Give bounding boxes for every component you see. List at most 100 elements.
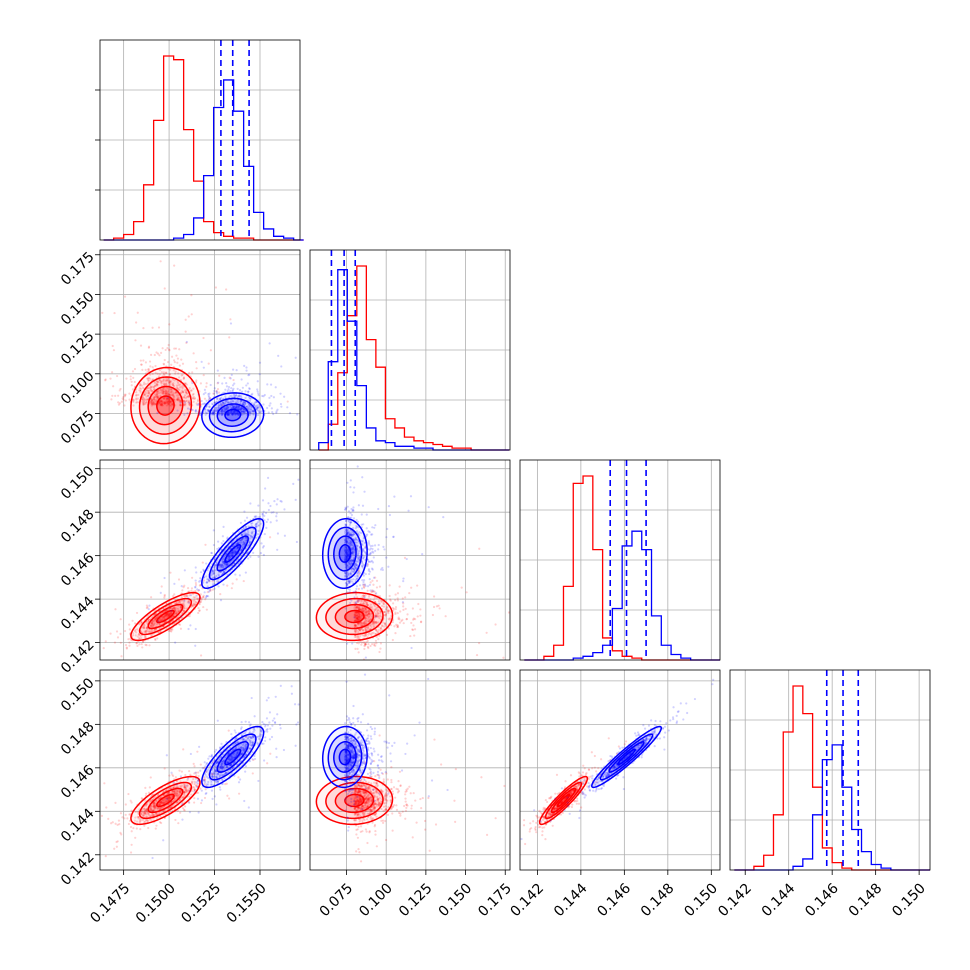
y-tick-label-1-0: 0.075 (58, 408, 98, 448)
contour-blue-1-0-2 (208, 397, 257, 433)
y-tick-label-2-1: 0.144 (58, 593, 98, 633)
contour-red-3-2-2 (544, 781, 583, 820)
contour-red-1-0-0 (156, 395, 175, 416)
contour-red-1-0-3 (130, 366, 201, 445)
contour-blue-3-2-3 (591, 725, 663, 789)
y-tick-label-1-3: 0.150 (58, 289, 98, 329)
contour-red-2-0-2 (138, 597, 193, 636)
contour-red-2-0-0 (156, 609, 175, 624)
contour-red-2-1-1 (334, 603, 375, 630)
histogram-blue-2 (524, 530, 720, 661)
x-axis-3: 0.142 0.144 0.146 0.148 0.150 (715, 870, 929, 920)
contour-blue-3-1-3 (321, 725, 368, 789)
y-tick-label-3-0: 0.142 (58, 849, 98, 889)
x-tick-label-2-1: 0.144 (551, 880, 591, 920)
hist-panel-1 (309, 249, 511, 451)
y-tick-label-2-2: 0.146 (58, 550, 98, 590)
x-tick-label-1-3: 0.150 (436, 880, 476, 920)
contour-blue-1-0-0 (224, 408, 242, 422)
contour-red-2-1-0 (344, 609, 365, 624)
scatter-panel-3-2 (519, 669, 721, 871)
y-tick-label-3-2: 0.146 (58, 762, 98, 802)
x-axis-0: 0.1475 0.1500 0.1525 0.1550 (87, 870, 270, 926)
contour-blue-2-1-1 (333, 535, 357, 572)
y-tick-label-2-0: 0.142 (58, 637, 98, 677)
contour-red-2-0-3 (130, 591, 201, 642)
contour-red-3-1-0 (344, 793, 365, 808)
y-tick-label-3-4: 0.150 (58, 675, 98, 715)
contour-blue-1-0-3 (201, 392, 265, 439)
x-tick-label-3-1: 0.144 (759, 880, 799, 920)
contour-blue-3-0-0 (224, 748, 242, 766)
scatter-panel-3-1 (309, 669, 511, 871)
x-tick-label-3-2: 0.146 (802, 880, 842, 920)
contour-red-3-0-2 (138, 781, 193, 820)
x-tick-label-3-0: 0.142 (715, 880, 755, 920)
x-tick-label-3-4: 0.150 (889, 880, 929, 920)
hist-panel-3 (729, 669, 931, 871)
contour-red-1-0-2 (138, 376, 193, 435)
x-tick-label-0-3: 0.1550 (224, 880, 270, 926)
x-tick-label-1-4: 0.175 (475, 880, 515, 920)
x-tick-label-1-0: 0.075 (317, 880, 357, 920)
contour-blue-2-0-1 (216, 535, 249, 572)
y-tick-label-2-4: 0.150 (58, 463, 98, 503)
contour-blue-1-0-1 (216, 403, 249, 427)
y-tick-label-3-1: 0.144 (58, 806, 98, 846)
contour-red-3-1-1 (334, 787, 375, 814)
contour-blue-3-2-1 (608, 740, 645, 773)
y-tick-label-1-2: 0.125 (58, 328, 98, 368)
contour-red-1-0-1 (147, 385, 184, 426)
contour-red-2-0-1 (147, 603, 184, 630)
y-tick-label-2-3: 0.148 (58, 507, 98, 547)
hist-panel-2 (519, 459, 721, 661)
x-tick-label-0-2: 0.1525 (178, 880, 224, 926)
y-tick-label-3-3: 0.148 (58, 719, 98, 759)
scatter-panel-2-0 (99, 459, 301, 661)
contour-blue-3-0-2 (208, 733, 257, 781)
contour-red-3-0-0 (156, 793, 175, 808)
x-tick-label-2-0: 0.142 (507, 880, 547, 920)
contour-blue-3-1-0 (338, 748, 352, 766)
points-blue-3-1 (343, 673, 449, 832)
y-tick-label-1-1: 0.100 (58, 368, 98, 408)
scatter-panel-1-0 (99, 249, 301, 451)
y-tick-label-1-4: 0.175 (58, 249, 98, 289)
scatter-panel-3-0 (99, 669, 301, 871)
contour-blue-2-1-3 (321, 517, 368, 589)
hist-panel-0 (99, 39, 304, 241)
x-tick-label-0-0: 0.1475 (87, 880, 133, 926)
points-blue-3-2 (520, 678, 715, 841)
contour-blue-2-1-0 (338, 544, 352, 563)
histogram-red-0 (103, 55, 304, 241)
contour-blue-3-1-2 (327, 733, 363, 781)
contour-red-3-1-2 (325, 781, 384, 820)
x-tick-label-2-3: 0.148 (638, 880, 678, 920)
contour-blue-3-2-2 (599, 733, 654, 781)
x-tick-label-3-3: 0.148 (846, 880, 886, 920)
contour-blue-2-0-2 (208, 526, 257, 581)
contour-blue-3-0-3 (201, 725, 265, 789)
contour-red-2-1-2 (325, 597, 384, 636)
contour-blue-2-0-0 (224, 544, 242, 563)
x-tick-label-1-1: 0.100 (356, 880, 396, 920)
contour-red-3-2-1 (550, 787, 577, 814)
contour-red-3-1-3 (315, 775, 394, 826)
x-tick-label-2-2: 0.146 (594, 880, 634, 920)
contour-red-3-2-0 (556, 793, 571, 808)
contour-blue-3-0-1 (216, 740, 249, 773)
histogram-blue-0 (103, 79, 304, 241)
x-tick-label-2-4: 0.150 (681, 880, 721, 920)
contour-red-2-1-3 (315, 591, 394, 642)
contour-red-3-2-3 (538, 775, 589, 826)
x-tick-label-1-2: 0.125 (396, 880, 436, 920)
x-axis-2: 0.142 0.144 0.146 0.148 0.150 (507, 870, 721, 920)
contour-blue-3-2-0 (617, 748, 636, 766)
points-red-1-0 (100, 260, 289, 407)
scatter-panel-2-1 (309, 459, 511, 661)
contour-blue-3-1-1 (333, 741, 357, 773)
